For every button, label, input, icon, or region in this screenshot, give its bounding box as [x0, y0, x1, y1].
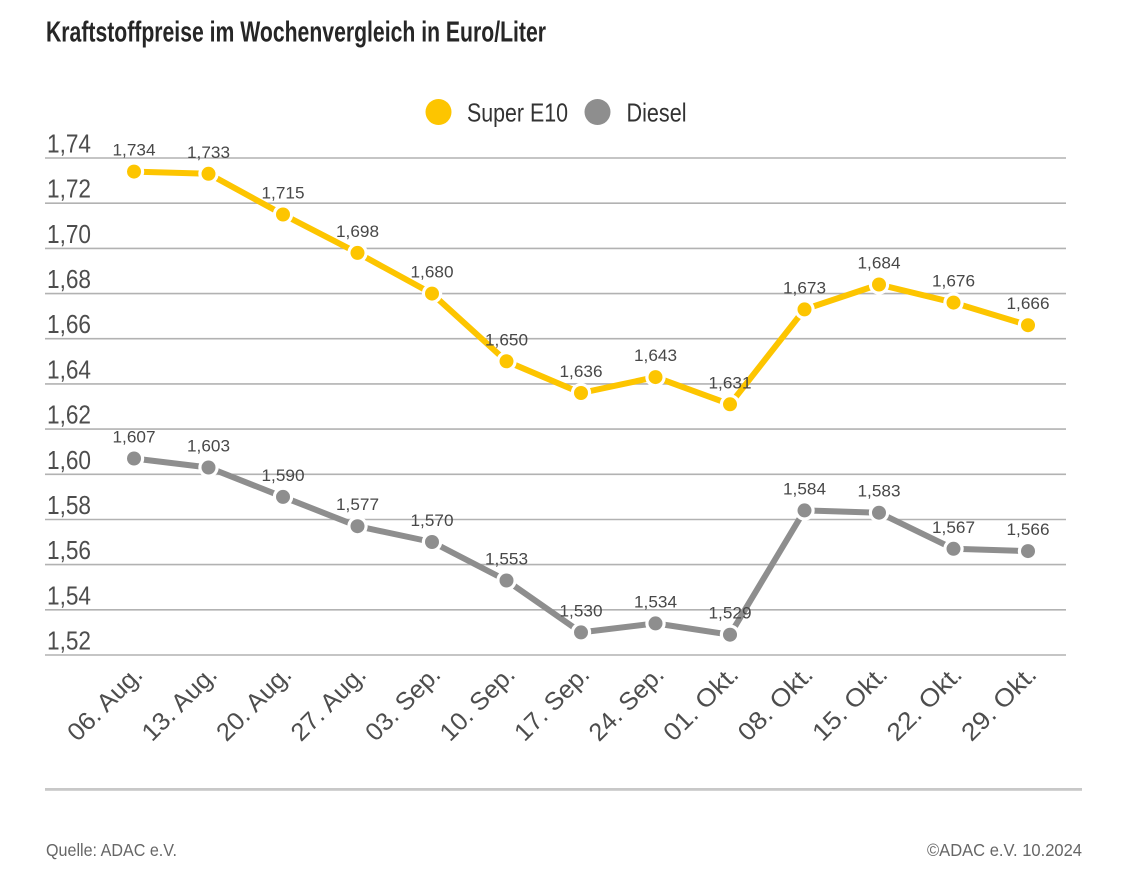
- svg-text:Super E10: Super E10: [467, 97, 568, 127]
- svg-text:1,74: 1,74: [47, 129, 91, 159]
- svg-text:1,553: 1,553: [485, 551, 528, 569]
- svg-text:1,566: 1,566: [1007, 521, 1050, 539]
- svg-text:1,58: 1,58: [47, 490, 91, 520]
- svg-text:1,64: 1,64: [47, 354, 91, 384]
- svg-text:1,577: 1,577: [336, 496, 379, 514]
- svg-text:1,666: 1,666: [1007, 295, 1050, 313]
- svg-text:1,570: 1,570: [411, 512, 454, 530]
- svg-text:1,676: 1,676: [932, 273, 975, 291]
- svg-text:1,603: 1,603: [187, 438, 230, 456]
- svg-text:Quelle: ADAC e.V.: Quelle: ADAC e.V.: [46, 840, 177, 860]
- svg-text:1,56: 1,56: [47, 535, 91, 565]
- svg-text:1,636: 1,636: [560, 363, 603, 381]
- svg-text:1,684: 1,684: [858, 255, 901, 273]
- svg-text:©ADAC e.V. 10.2024: ©ADAC e.V. 10.2024: [927, 840, 1082, 860]
- svg-text:1,60: 1,60: [47, 445, 91, 475]
- svg-text:1,68: 1,68: [47, 264, 91, 294]
- svg-text:1,715: 1,715: [262, 185, 305, 203]
- svg-text:1,643: 1,643: [634, 347, 677, 365]
- svg-text:1,62: 1,62: [47, 400, 91, 430]
- svg-text:1,70: 1,70: [47, 219, 91, 249]
- svg-text:1,673: 1,673: [783, 279, 826, 297]
- svg-text:1,567: 1,567: [932, 519, 975, 537]
- svg-text:1,530: 1,530: [560, 602, 603, 620]
- svg-text:1,734: 1,734: [113, 142, 156, 160]
- svg-text:Diesel: Diesel: [627, 97, 687, 127]
- svg-text:1,534: 1,534: [634, 593, 677, 611]
- svg-text:1,584: 1,584: [783, 480, 826, 498]
- svg-text:1,698: 1,698: [336, 223, 379, 241]
- svg-text:1,607: 1,607: [113, 429, 156, 447]
- svg-text:1,733: 1,733: [187, 144, 230, 162]
- svg-text:1,72: 1,72: [47, 174, 91, 204]
- svg-text:1,66: 1,66: [47, 309, 91, 339]
- svg-text:1,54: 1,54: [47, 580, 91, 610]
- svg-text:Kraftstoffpreise im Wochenverg: Kraftstoffpreise im Wochenvergleich in E…: [46, 17, 546, 49]
- svg-text:1,650: 1,650: [485, 331, 528, 349]
- svg-text:1,680: 1,680: [411, 264, 454, 282]
- svg-text:1,583: 1,583: [858, 483, 901, 501]
- svg-text:1,631: 1,631: [709, 374, 752, 392]
- svg-text:1,590: 1,590: [262, 467, 305, 485]
- svg-text:1,52: 1,52: [47, 626, 91, 656]
- svg-text:1,529: 1,529: [709, 605, 752, 623]
